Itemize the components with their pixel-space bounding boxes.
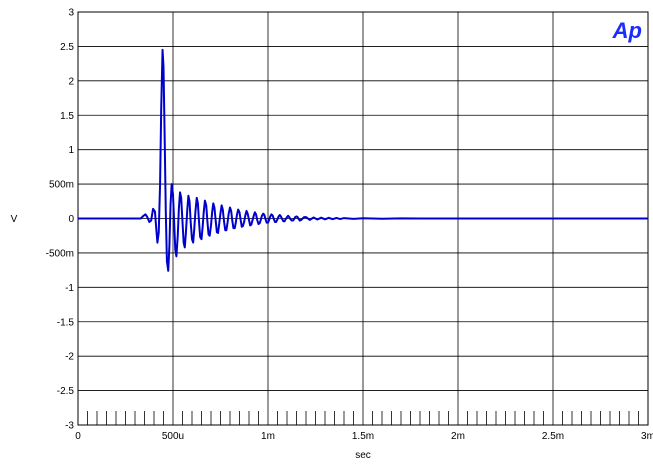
y-tick-label: 0 (68, 214, 74, 225)
y-axis-label: V (11, 214, 18, 225)
y-tick-label: -2.5 (57, 386, 75, 397)
series-line (78, 48, 648, 272)
ap-logo: Ap (612, 18, 642, 43)
x-tick-label: 3m (641, 431, 653, 442)
x-tick-label: 2m (451, 431, 465, 442)
x-tick-label: 500u (162, 431, 184, 442)
y-tick-label: -500m (46, 248, 74, 259)
x-tick-label: 0 (75, 431, 81, 442)
y-tick-label: -1.5 (57, 317, 75, 328)
y-tick-label: 500m (49, 180, 74, 191)
x-tick-labels: 0 500u 1m 1.5m 2m 2.5m 3m (75, 431, 653, 442)
x-minor-ticks (87, 411, 639, 425)
y-tick-label: 2 (68, 76, 74, 87)
y-tick-label: 1.5 (60, 111, 74, 122)
y-tick-label: -3 (65, 421, 74, 432)
x-tick-label: 1.5m (352, 431, 374, 442)
y-tick-label: -1 (65, 283, 74, 294)
x-axis-label: sec (355, 450, 371, 461)
y-tick-label: 1 (68, 145, 74, 156)
y-tick-label: 2.5 (60, 42, 74, 53)
x-tick-label: 1m (261, 431, 275, 442)
y-tick-label: -2 (65, 352, 74, 363)
x-tick-label: 2.5m (542, 431, 564, 442)
y-tick-labels: 3 2.5 2 1.5 1 500m 0 -500m -1 -1.5 -2 -2.5 -3 (46, 8, 75, 432)
y-tick-label: 3 (68, 8, 74, 19)
